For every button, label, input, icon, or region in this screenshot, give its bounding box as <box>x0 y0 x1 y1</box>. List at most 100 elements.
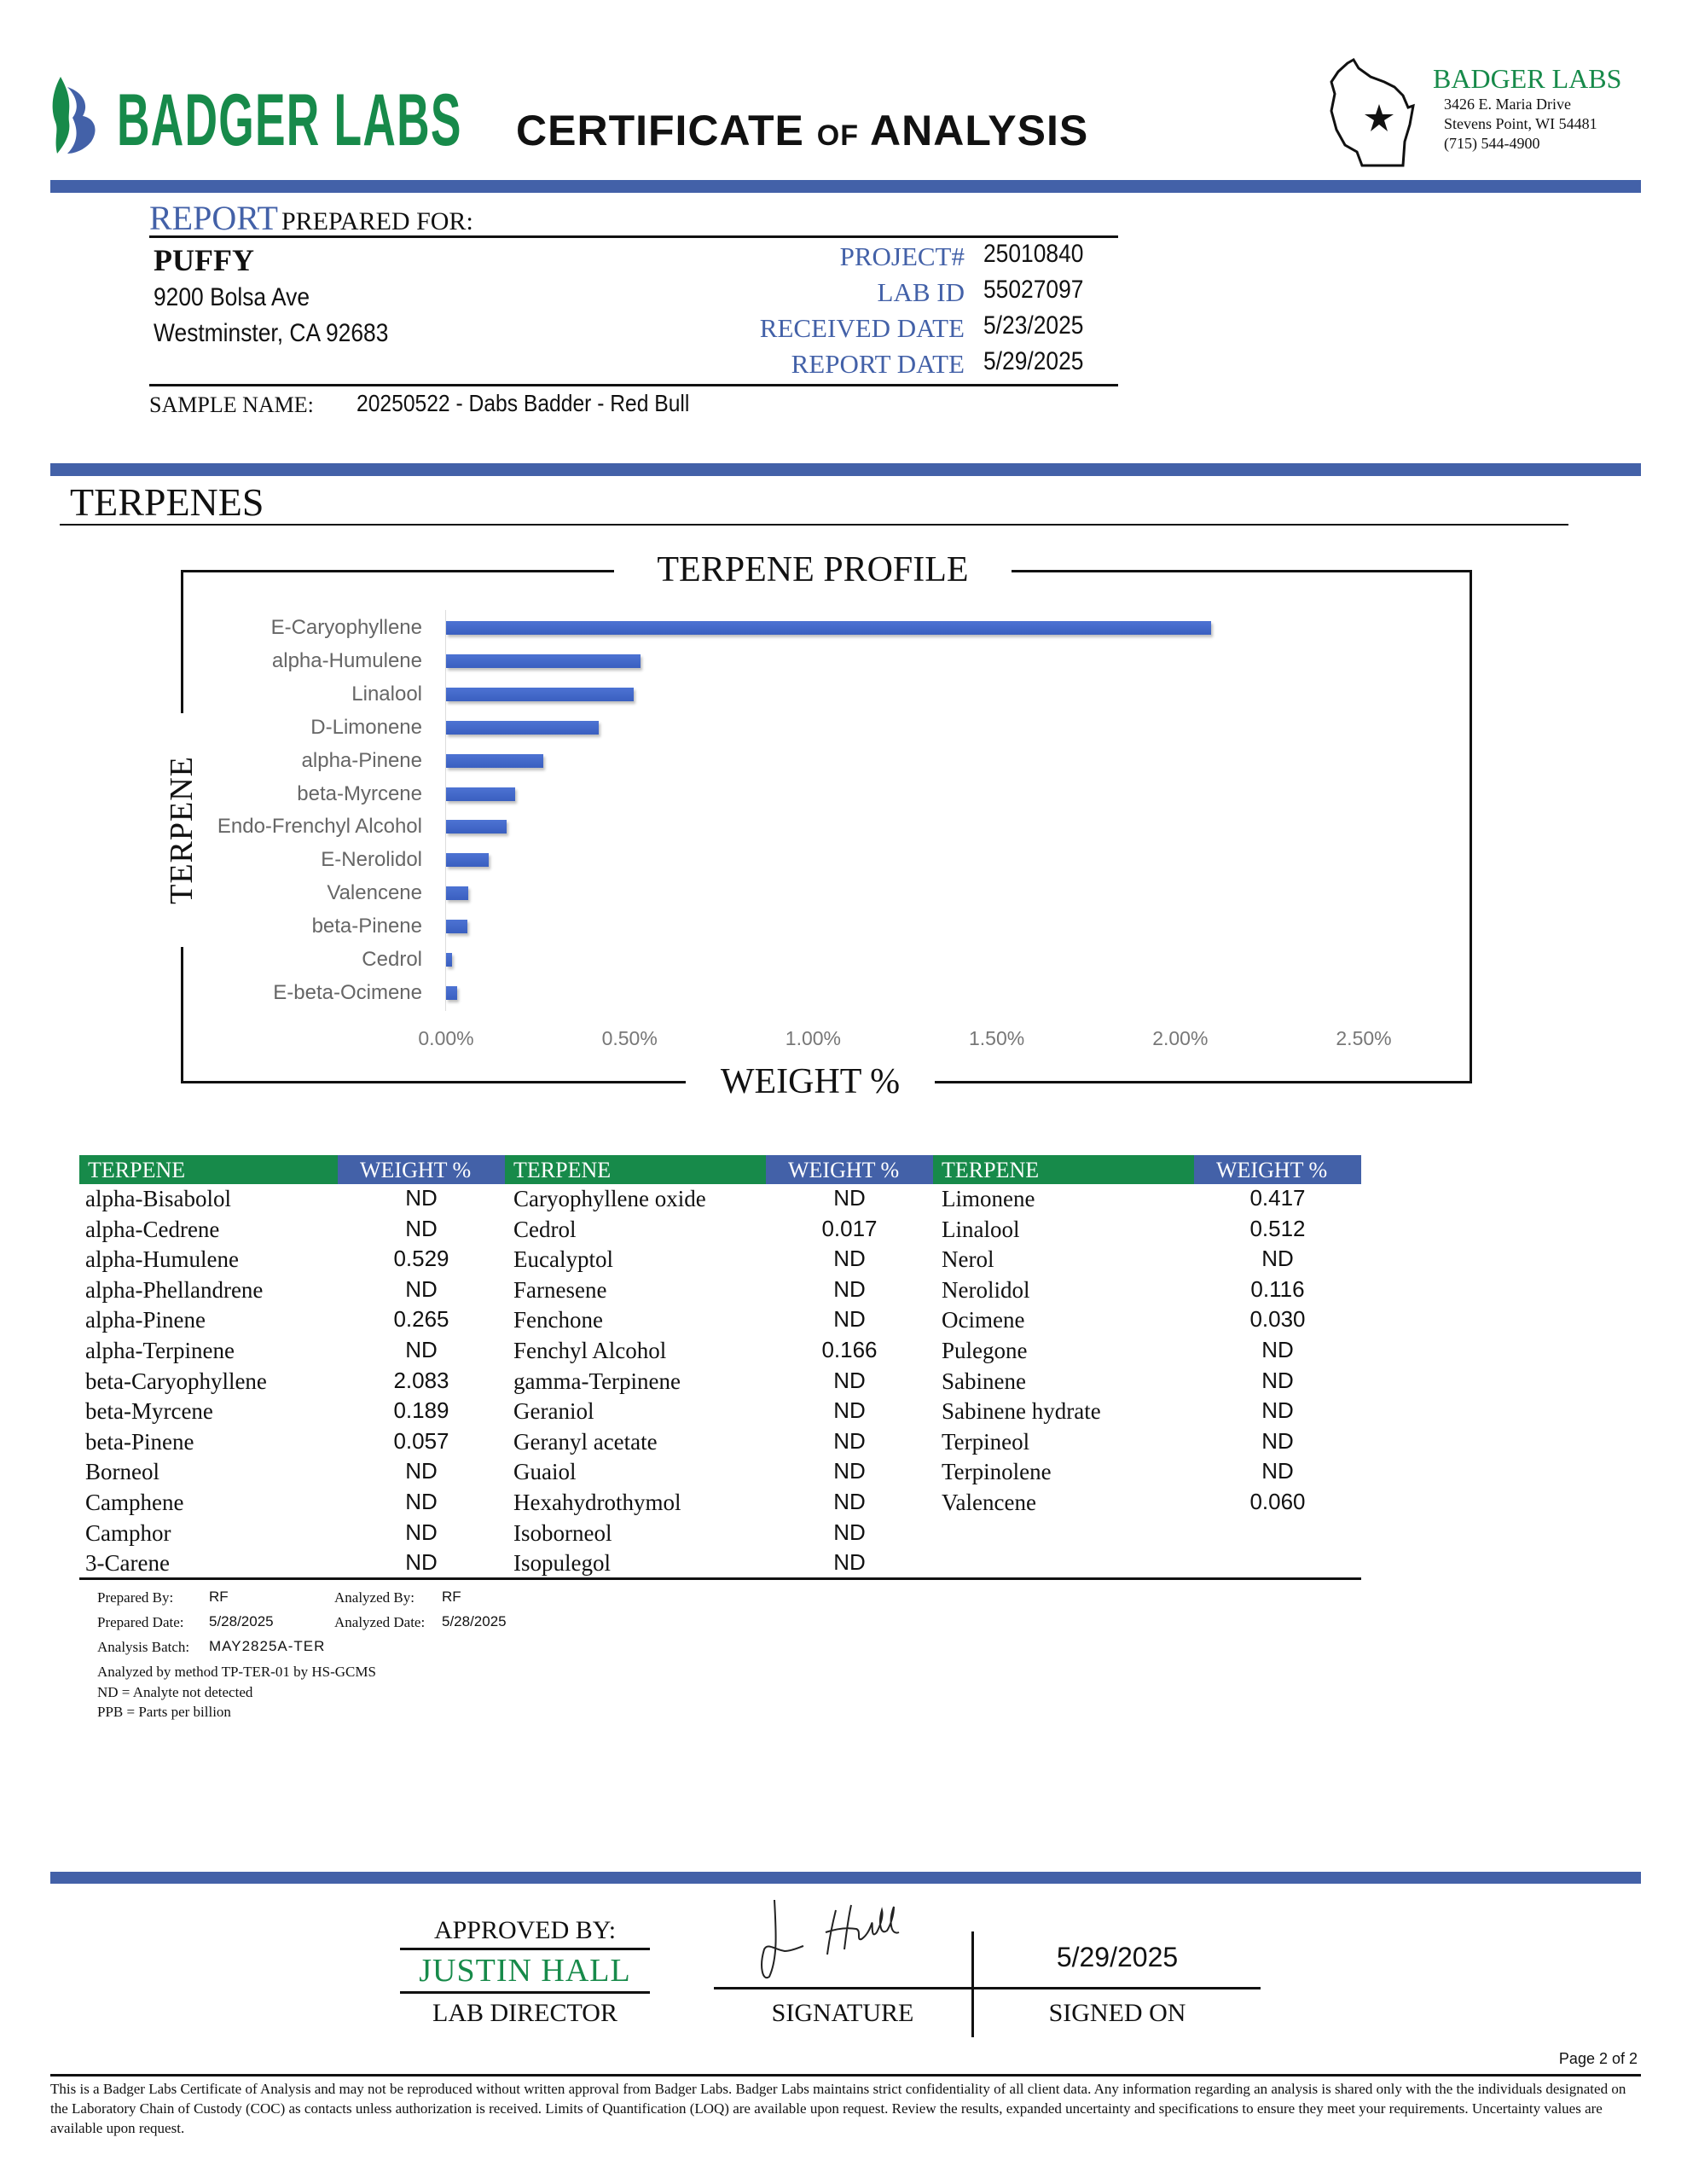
category-label: Endo-Frenchyl Alcohol <box>217 815 422 839</box>
analyzed-by-value: RF <box>442 1589 461 1605</box>
terpene-weight: ND <box>1261 1458 1294 1484</box>
terpene-name: Camphor <box>85 1519 171 1546</box>
prepared-by-value: RF <box>209 1589 229 1605</box>
chart-frame-top-right <box>1012 570 1472 572</box>
method-note: Analyzed by method TP-TER-01 by HS-GCMS <box>97 1664 376 1680</box>
terpene-weight: ND <box>833 1275 866 1302</box>
signature-image <box>761 1899 900 1979</box>
terpene-weight: ND <box>833 1397 866 1424</box>
terpene-name: Guaiol <box>513 1459 577 1485</box>
terpene-name: Sabinene <box>942 1368 1026 1394</box>
terpene-weight: ND <box>833 1519 866 1545</box>
terpene-name: Valencene <box>942 1490 1036 1515</box>
category-label: E-beta-Ocimene <box>273 980 422 1004</box>
bar-beta-pinene <box>446 920 467 934</box>
bar-endo-frenchyl-alcohol <box>446 820 507 834</box>
table-bottom-rule <box>79 1577 1361 1580</box>
terpene-name: Limonene <box>942 1186 1035 1211</box>
lab-id-value: 55027097 <box>983 276 1084 304</box>
analysis-batch-value: MAY2825A-TER <box>209 1638 326 1654</box>
x-tick-label: 2.50% <box>1336 1027 1392 1049</box>
approved-rule-top <box>400 1948 650 1950</box>
terpene-weight: ND <box>405 1215 438 1241</box>
badger-labs-logo: BADGER LABS <box>49 75 461 161</box>
terpene-name: Caryophyllene oxide <box>513 1186 706 1211</box>
terpene-name: Fenchyl Alcohol <box>513 1338 667 1363</box>
sample-name-label: SAMPLE NAME: <box>149 392 314 417</box>
terpene-weight: 2.083 <box>393 1367 449 1393</box>
terpene-weight: 0.060 <box>1249 1489 1306 1514</box>
report-heading-prepared-for: PREPARED FOR: <box>281 207 473 235</box>
terpene-name: Terpinolene <box>942 1459 1052 1485</box>
category-label: E-Caryophyllene <box>270 616 422 639</box>
chart-title: TERPENE PROFILE <box>657 550 969 590</box>
terpene-weight: ND <box>405 1549 438 1576</box>
terpene-name: Borneol <box>85 1459 159 1485</box>
x-tick-label: 1.50% <box>968 1027 1025 1049</box>
terpene-weight: 0.017 <box>821 1215 878 1241</box>
terpene-weight: ND <box>1261 1397 1294 1424</box>
sample-name-value: 20250522 - Dabs Badder - Red Bull <box>357 390 690 416</box>
col-header-terpene-2: TERPENE <box>505 1155 766 1184</box>
terpene-name: Farnesene <box>513 1276 607 1303</box>
category-label: E-Nerolidol <box>321 848 422 872</box>
terpene-name: Terpineol <box>942 1428 1030 1455</box>
terpene-name: alpha-Pinene <box>85 1307 206 1333</box>
terpene-name: Hexahydrothymol <box>513 1490 681 1515</box>
chart-frame-bottom-left <box>181 1081 686 1083</box>
received-date-label: RECEIVED DATE <box>759 313 965 343</box>
terpene-weight: ND <box>1261 1246 1294 1272</box>
terpene-weight: ND <box>1261 1337 1294 1362</box>
wisconsin-map-icon <box>1330 57 1415 167</box>
category-label: D-Limonene <box>310 715 422 739</box>
terpene-name: Geraniol <box>513 1398 594 1425</box>
chart-frame-left-top <box>181 570 183 713</box>
logo-text: BADGER LABS <box>117 79 462 161</box>
terpene-name: alpha-Bisabolol <box>85 1186 231 1211</box>
project-label: PROJECT# <box>839 241 965 271</box>
bar-alpha-humulene <box>446 653 641 668</box>
chart-x-axis-title: WEIGHT % <box>720 1062 901 1101</box>
terpene-weight: ND <box>833 1185 866 1211</box>
terpene-name: Isopulegol <box>513 1550 611 1577</box>
category-label: beta-Myrcene <box>297 781 422 805</box>
leaf-logo-icon <box>52 77 96 154</box>
bar-e-beta-ocimene <box>446 985 457 1000</box>
analyzed-date-value: 5/28/2025 <box>442 1613 507 1629</box>
terpene-name: alpha-Terpinene <box>85 1338 235 1363</box>
document-title: CERTIFICATE OF ANALYSIS <box>516 106 1088 155</box>
approval-divider <box>50 1872 1641 1884</box>
col-header-weight-2: WEIGHT % <box>766 1155 933 1184</box>
col-header-terpene-3: TERPENE <box>933 1155 1194 1184</box>
x-tick-label: 0.00% <box>418 1027 474 1049</box>
terpene-weight: ND <box>833 1549 866 1576</box>
category-label: beta-Pinene <box>311 915 422 938</box>
col-header-terpene-1: TERPENE <box>79 1155 338 1184</box>
title-of: OF <box>816 119 859 152</box>
disclaimer: This is a Badger Labs Certificate of Ana… <box>50 2081 1626 2136</box>
terpene-weight: 0.417 <box>1249 1185 1306 1211</box>
terpene-name: Fenchone <box>513 1307 603 1333</box>
title-certificate: CERTIFICATE <box>516 107 804 154</box>
terpene-name: beta-Myrcene <box>85 1398 213 1425</box>
terpene-name: Ocimene <box>942 1307 1025 1333</box>
terpene-weight: ND <box>405 1519 438 1545</box>
terpene-weight: ND <box>1261 1427 1294 1454</box>
terpene-weight: ND <box>833 1246 866 1272</box>
section-title: TERPENES <box>70 480 264 524</box>
bar-alpha-pinene <box>446 753 544 768</box>
lab-address-1: 3426 E. Maria Drive <box>1444 96 1571 113</box>
terpene-name: beta-Pinene <box>85 1428 194 1455</box>
report-bottom-rule <box>149 384 1118 386</box>
approved-rule-bottom <box>400 1991 650 1994</box>
prepared-by-label: Prepared By: <box>97 1589 174 1606</box>
category-label: alpha-Pinene <box>301 748 422 772</box>
x-tick-label: 0.50% <box>601 1027 658 1049</box>
terpene-weight: ND <box>405 1185 438 1211</box>
bar-d-limonene <box>446 720 600 735</box>
header-divider <box>50 180 1641 193</box>
bar-valencene <box>446 886 468 901</box>
title-analysis: ANALYSIS <box>870 107 1089 154</box>
section-title-rule <box>60 524 1568 526</box>
lab-id-label: LAB ID <box>877 277 965 307</box>
